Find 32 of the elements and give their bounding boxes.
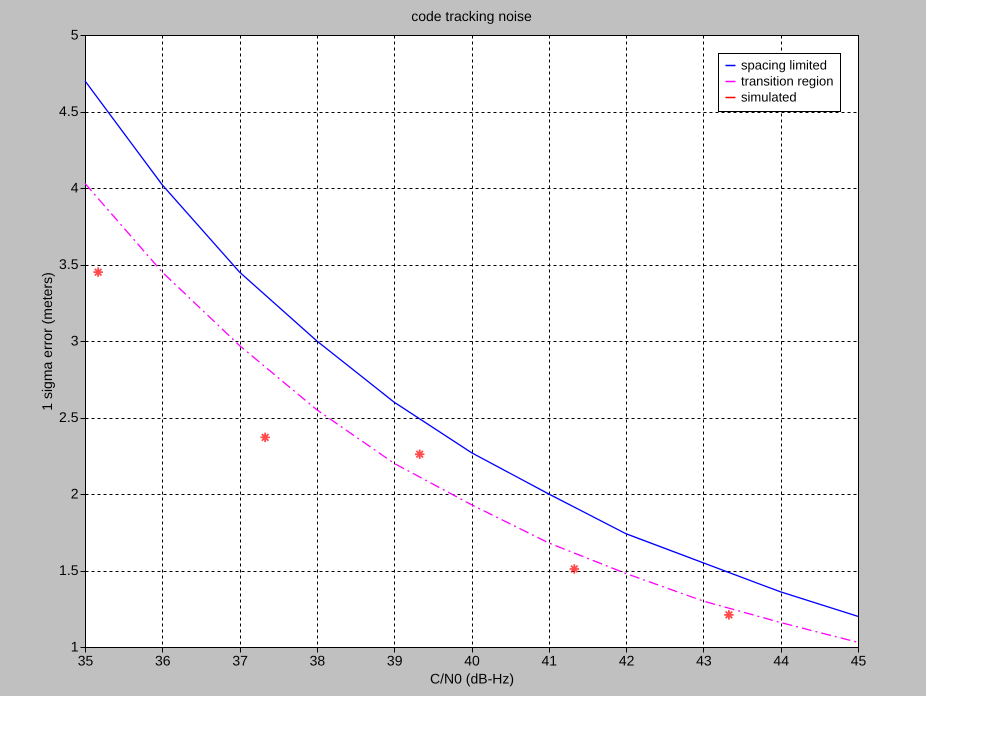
y-tick-label: 1.5	[59, 562, 79, 578]
y-tick-label: 3.5	[59, 256, 79, 272]
x-tick-label: 38	[310, 652, 326, 668]
x-tick-label: 40	[464, 652, 480, 668]
y-tick-label: 4.5	[59, 103, 79, 119]
y-axis-title: 1 sigma error (meters)	[39, 272, 56, 411]
x-tick-label: 39	[386, 652, 403, 668]
y-tick-label: 2	[70, 486, 79, 502]
x-tick-label: 36	[155, 652, 171, 668]
point	[568, 563, 580, 575]
legend-label: transition region	[741, 74, 834, 88]
x-tick-label: 43	[696, 652, 712, 668]
x-tick-label: 35	[78, 652, 94, 668]
point	[723, 609, 735, 621]
x-axis-title: C/N0 (dB-Hz)	[430, 670, 514, 686]
y-tick-label: 1	[70, 638, 79, 654]
x-tick-label: 44	[773, 652, 790, 668]
legend-label: simulated	[741, 90, 797, 104]
legend-label: spacing limited	[741, 58, 827, 72]
chart-title: code tracking noise	[411, 8, 532, 24]
x-tick-label: 41	[542, 652, 558, 668]
y-tick-label: 3	[70, 332, 79, 348]
x-tick-label: 37	[232, 652, 248, 668]
x-tick-label: 42	[618, 652, 635, 668]
y-tick-label: 5	[70, 26, 79, 42]
point	[92, 266, 104, 278]
point	[259, 432, 271, 444]
point	[414, 448, 426, 460]
y-tick-label: 4	[70, 180, 79, 196]
x-tick-label: 45	[850, 652, 866, 668]
y-tick-label: 2.5	[59, 409, 79, 425]
line-series	[84, 182, 859, 644]
